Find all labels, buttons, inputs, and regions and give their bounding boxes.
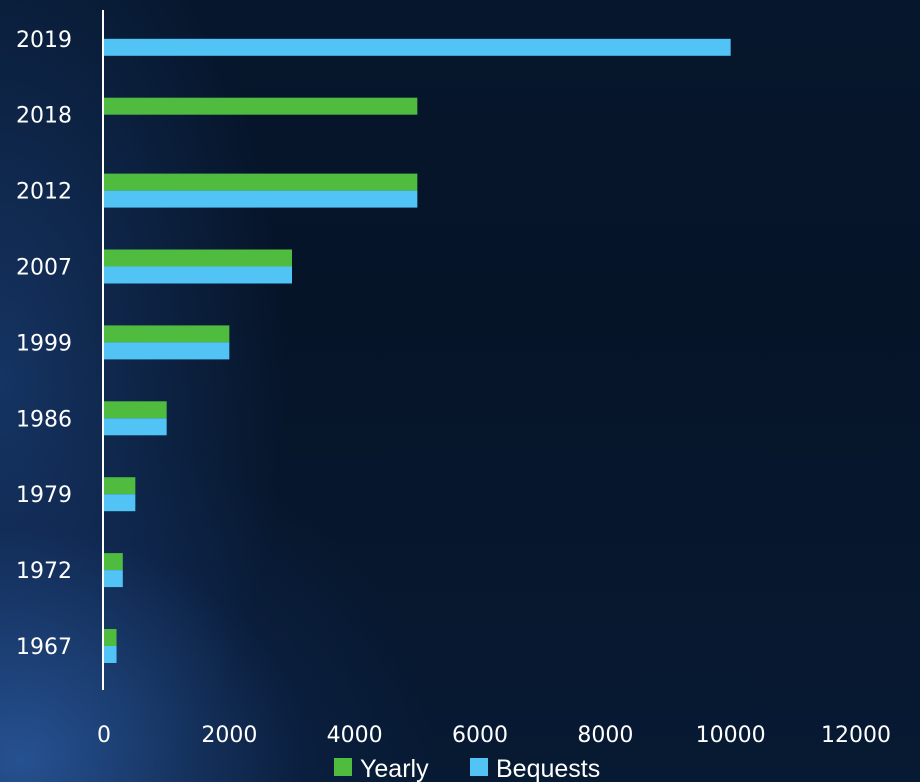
- category-label-2019: 2019: [16, 28, 72, 53]
- legend-swatch-bequests: [470, 758, 488, 776]
- legend-swatch-yearly: [334, 758, 352, 776]
- x-tick-label-0: 0: [97, 723, 111, 748]
- bar-bequests-1999: [104, 342, 230, 360]
- bar-bequests-1986: [104, 418, 167, 436]
- bar-bequests-1967: [104, 646, 117, 663]
- x-tick-label-10000: 10000: [696, 723, 766, 748]
- bar-bequests-2007: [104, 266, 292, 284]
- category-label-2012: 2012: [16, 180, 72, 205]
- legend: Yearly Bequests: [334, 755, 600, 782]
- legend-label-yearly: Yearly: [360, 755, 429, 782]
- bars-group: [104, 38, 731, 663]
- bar-yearly-1986: [104, 401, 167, 419]
- x-tick-label-2000: 2000: [201, 723, 257, 748]
- category-label-1986: 1986: [16, 407, 72, 432]
- x-tick-label-6000: 6000: [452, 723, 508, 748]
- category-label-2018: 2018: [16, 104, 72, 129]
- bar-yearly-2012: [104, 173, 418, 191]
- category-label-1979: 1979: [16, 483, 72, 508]
- category-label-1967: 1967: [16, 635, 72, 660]
- bar-yearly-2018: [104, 97, 418, 115]
- x-tick-labels: 0 2000 4000 6000 8000 10000 12000: [97, 723, 891, 748]
- bar-yearly-1999: [104, 325, 230, 343]
- category-label-1999: 1999: [16, 331, 72, 356]
- x-tick-label-12000: 12000: [821, 723, 891, 748]
- category-label-1972: 1972: [16, 559, 72, 584]
- bar-yearly-1979: [104, 477, 136, 495]
- category-label-2007: 2007: [16, 256, 72, 281]
- x-tick-label-4000: 4000: [327, 723, 383, 748]
- bar-bequests-2012: [104, 190, 418, 208]
- bar-bequests-1972: [104, 570, 123, 588]
- bar-bequests-2019: [104, 38, 731, 56]
- bar-yearly-2007: [104, 249, 292, 267]
- category-labels: 1967 1972 1979 1986 1999 2007 2012 2018 2019: [16, 28, 72, 660]
- legend-label-bequests: Bequests: [496, 755, 600, 782]
- x-tick-label-8000: 8000: [577, 723, 633, 748]
- bar-bequests-1979: [104, 494, 136, 512]
- bar-yearly-1972: [104, 553, 123, 571]
- bar-yearly-1967: [104, 629, 117, 646]
